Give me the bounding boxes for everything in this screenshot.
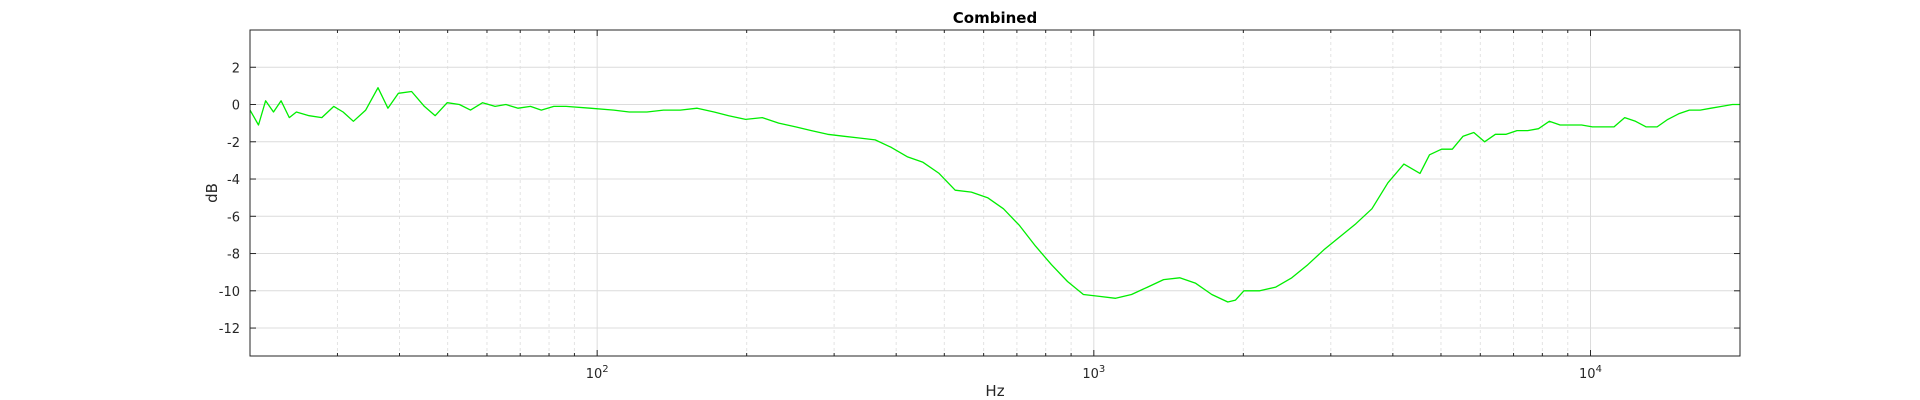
x-tick-label-base: 10 xyxy=(1579,367,1596,382)
y-tick-label: -8 xyxy=(227,248,240,263)
plot-frame xyxy=(249,29,1741,357)
x-tick-label-base: 10 xyxy=(1082,367,1099,382)
y-tick-label: 0 xyxy=(232,99,240,114)
x-tick-label: 102 xyxy=(586,364,609,382)
plot-area-background xyxy=(250,30,1740,356)
y-tick-label: -12 xyxy=(219,322,240,337)
x-tick-label-exponent: 3 xyxy=(1099,364,1105,375)
series-group xyxy=(249,87,1740,303)
major-grid xyxy=(250,30,1740,356)
y-tick-label: -2 xyxy=(227,136,240,151)
y-tick-label: -4 xyxy=(227,173,240,188)
x-tick-label-exponent: 2 xyxy=(602,364,608,375)
x-tick-label: 104 xyxy=(1579,364,1602,382)
x-tick-label-exponent: 4 xyxy=(1596,364,1602,375)
x-tick-label-base: 10 xyxy=(586,367,603,382)
x-axis-label: Hz xyxy=(985,382,1004,400)
y-tick-label: 2 xyxy=(232,61,240,76)
chart-title: Combined xyxy=(953,9,1037,27)
y-tick-label: -10 xyxy=(219,285,240,300)
series-line xyxy=(249,87,1740,303)
y-axis-label: dB xyxy=(203,183,221,203)
minor-grid xyxy=(249,30,1741,356)
x-tick-label: 103 xyxy=(1082,364,1105,382)
y-tick-label: -6 xyxy=(227,210,240,225)
